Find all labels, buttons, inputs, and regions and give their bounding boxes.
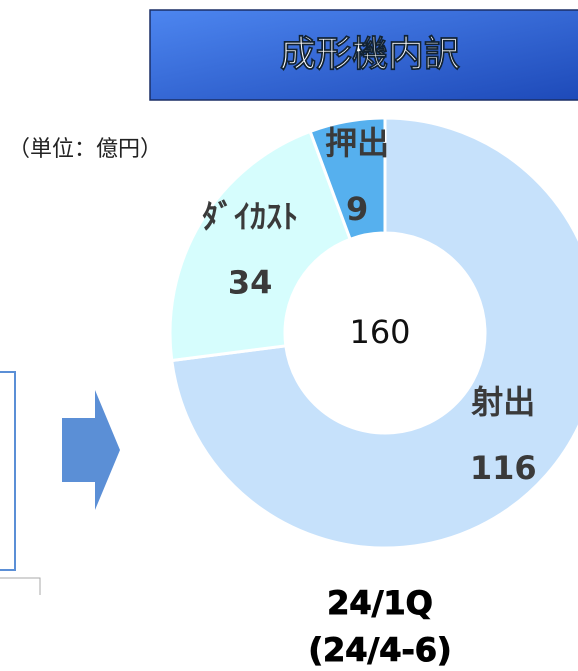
donut-segment bbox=[170, 116, 578, 550]
period-label: (24/4-6) bbox=[308, 631, 451, 669]
chart-title: 成形機内訳 bbox=[280, 34, 461, 75]
value-label: 34 bbox=[228, 264, 273, 302]
category-label: ﾀﾞｲｶｽﾄ bbox=[202, 198, 298, 236]
side-box bbox=[0, 371, 16, 571]
unit-label: （単位：億円） bbox=[8, 137, 162, 162]
category-label: 射出 bbox=[470, 383, 535, 421]
category-label: 押出 bbox=[325, 124, 389, 162]
donut-segment bbox=[308, 116, 387, 242]
donut-segment bbox=[168, 129, 353, 363]
center-label: 160 bbox=[349, 313, 410, 351]
value-label: 116 bbox=[470, 449, 537, 487]
period-label: 24/1Q bbox=[327, 584, 433, 622]
value-label: 9 bbox=[346, 190, 368, 228]
title-box bbox=[149, 9, 578, 101]
bracket bbox=[0, 577, 41, 595]
arrow bbox=[62, 390, 120, 510]
